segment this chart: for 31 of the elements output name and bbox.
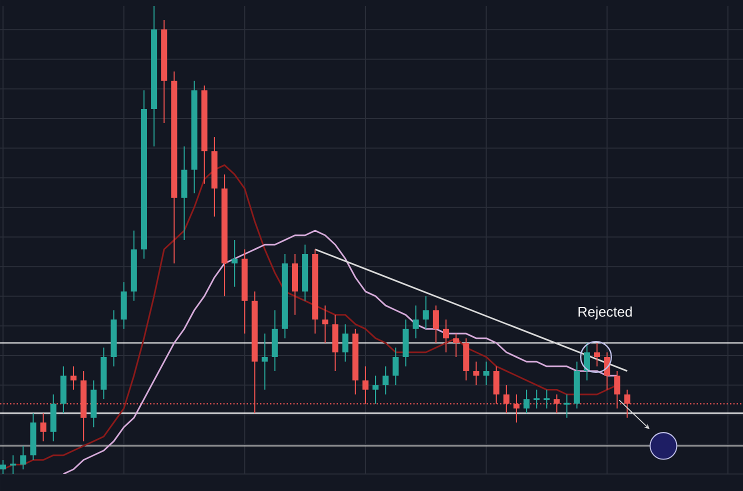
candlestick — [493, 366, 500, 404]
candlestick — [372, 375, 379, 404]
candlestick — [382, 366, 389, 395]
candlestick — [20, 445, 26, 470]
candlestick — [432, 304, 439, 344]
candlestick — [40, 412, 46, 442]
candlestick — [392, 347, 399, 386]
candlestick — [473, 361, 480, 386]
candlestick — [422, 296, 429, 330]
candlestick — [232, 239, 238, 288]
candlestick — [594, 342, 600, 367]
candlestick — [442, 319, 450, 353]
candlestick — [524, 389, 530, 414]
candlestick — [534, 389, 540, 409]
candlestick — [0, 459, 6, 474]
candlestick — [453, 333, 460, 358]
candlestick — [614, 370, 620, 409]
candlestick — [624, 389, 630, 418]
candlestick — [342, 324, 348, 362]
candlestick — [322, 304, 328, 344]
candlestick — [483, 361, 490, 386]
candlestick — [362, 366, 368, 404]
candlestick — [412, 304, 419, 339]
annotation: Rejected — [578, 306, 632, 320]
candlestick — [544, 389, 550, 409]
candlestick — [70, 366, 77, 390]
candlestick — [262, 333, 268, 390]
candlestick — [503, 384, 510, 414]
candlestick — [554, 394, 560, 414]
candlestick — [513, 394, 520, 424]
candlestick — [10, 454, 16, 474]
